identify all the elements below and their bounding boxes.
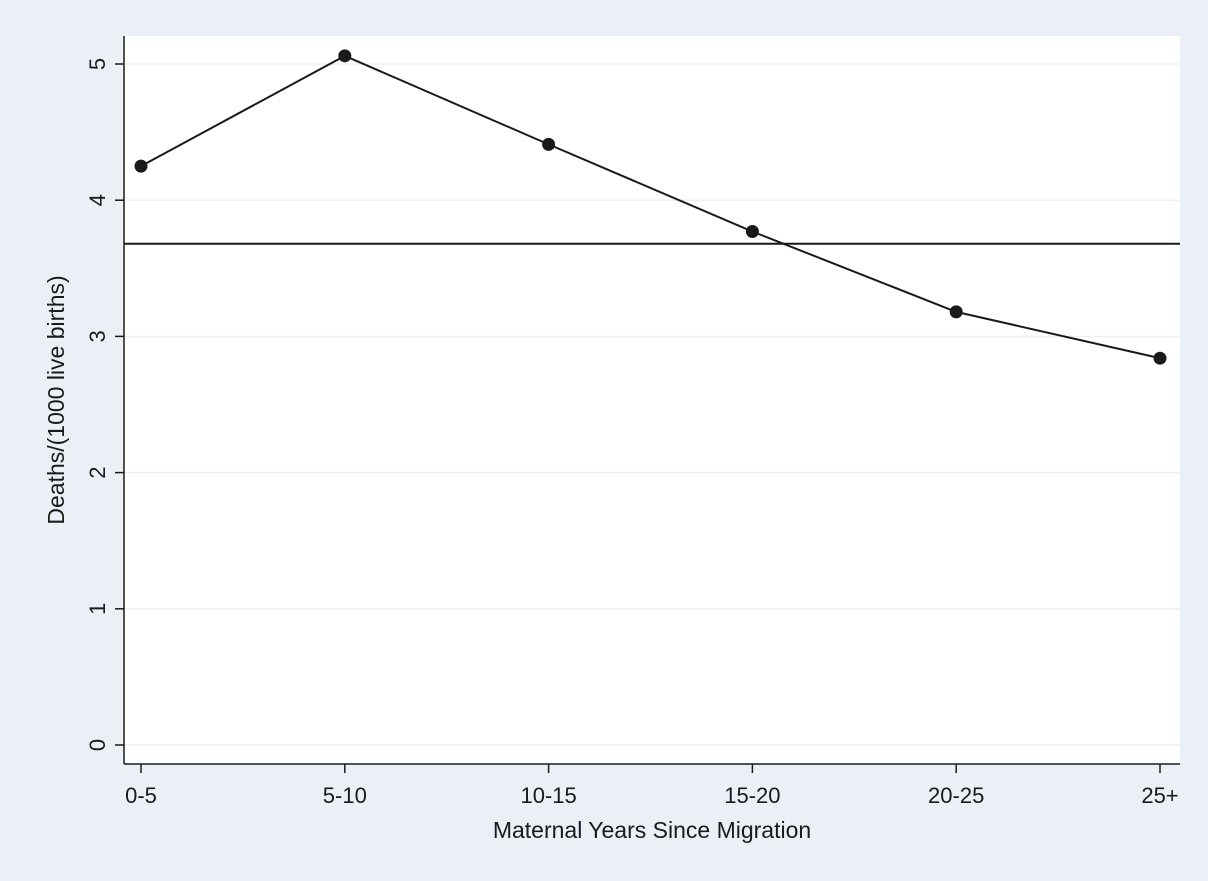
data-point: [949, 305, 963, 319]
data-point: [745, 225, 759, 239]
x-tick-label: 5-10: [323, 783, 367, 808]
y-axis-title: Deaths/(1000 live births): [43, 275, 69, 524]
y-axis-ticks: 0 1 2 3 4 5: [85, 58, 124, 751]
y-tick-label: 0: [85, 739, 110, 751]
y-tick-label: 1: [85, 603, 110, 615]
x-axis-ticks: 0-5 5-10 10-15 15-20 20-25 25+: [125, 764, 1179, 808]
data-point: [134, 159, 148, 173]
data-point: [1153, 351, 1167, 365]
y-tick-label: 4: [85, 194, 110, 206]
plot-area: [124, 36, 1180, 764]
data-point: [338, 49, 352, 63]
x-axis-title: Maternal Years Since Migration: [493, 817, 811, 843]
y-tick-label: 5: [85, 58, 110, 70]
y-tick-label: 2: [85, 466, 110, 478]
data-point: [542, 137, 556, 151]
y-tick-label: 3: [85, 330, 110, 342]
gridlines: [124, 63, 1180, 746]
series-line: [140, 54, 1161, 360]
data-points: [134, 49, 1167, 365]
x-tick-label: 20-25: [928, 783, 984, 808]
x-tick-label: 25+: [1141, 783, 1178, 808]
x-tick-label: 0-5: [125, 783, 157, 808]
x-tick-label: 10-15: [520, 783, 576, 808]
x-tick-label: 15-20: [724, 783, 780, 808]
